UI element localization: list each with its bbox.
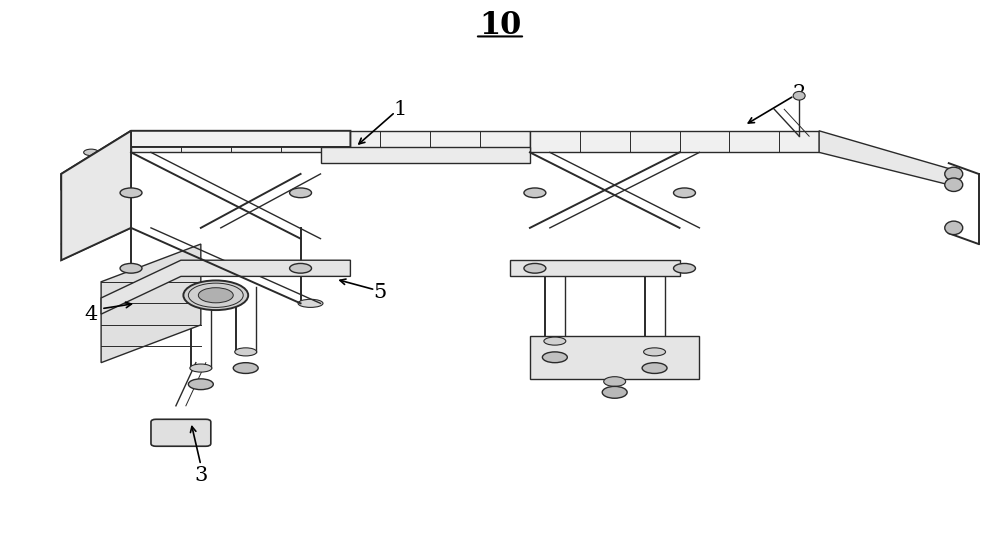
Ellipse shape bbox=[524, 188, 546, 198]
Ellipse shape bbox=[298, 299, 323, 307]
Text: 2: 2 bbox=[793, 83, 806, 102]
Text: 3: 3 bbox=[194, 467, 208, 486]
Ellipse shape bbox=[674, 188, 695, 198]
Ellipse shape bbox=[120, 263, 142, 273]
Ellipse shape bbox=[945, 178, 963, 191]
Ellipse shape bbox=[604, 377, 626, 386]
Polygon shape bbox=[320, 147, 530, 163]
Ellipse shape bbox=[602, 386, 627, 398]
Ellipse shape bbox=[793, 92, 805, 100]
Polygon shape bbox=[530, 131, 819, 152]
Ellipse shape bbox=[233, 363, 258, 373]
Polygon shape bbox=[61, 131, 350, 190]
Polygon shape bbox=[131, 131, 530, 152]
Text: 10: 10 bbox=[479, 10, 521, 41]
Polygon shape bbox=[101, 260, 350, 314]
Ellipse shape bbox=[524, 263, 546, 273]
Ellipse shape bbox=[84, 176, 99, 183]
FancyBboxPatch shape bbox=[151, 420, 211, 446]
Ellipse shape bbox=[84, 203, 99, 210]
Ellipse shape bbox=[945, 221, 963, 235]
Polygon shape bbox=[819, 131, 949, 185]
Ellipse shape bbox=[945, 167, 963, 180]
Polygon shape bbox=[61, 131, 131, 260]
Text: 1: 1 bbox=[394, 100, 407, 119]
Ellipse shape bbox=[198, 288, 233, 303]
Ellipse shape bbox=[84, 149, 99, 156]
Text: 5: 5 bbox=[374, 283, 387, 302]
Polygon shape bbox=[530, 335, 699, 379]
Ellipse shape bbox=[188, 379, 213, 390]
Ellipse shape bbox=[644, 348, 666, 356]
Ellipse shape bbox=[190, 364, 212, 372]
Polygon shape bbox=[510, 260, 680, 276]
Ellipse shape bbox=[544, 337, 566, 345]
Ellipse shape bbox=[129, 299, 153, 307]
Text: 4: 4 bbox=[85, 305, 98, 324]
Ellipse shape bbox=[642, 363, 667, 373]
Ellipse shape bbox=[235, 348, 257, 356]
Ellipse shape bbox=[183, 280, 248, 310]
Ellipse shape bbox=[290, 188, 312, 198]
Ellipse shape bbox=[674, 263, 695, 273]
Ellipse shape bbox=[120, 188, 142, 198]
Ellipse shape bbox=[542, 352, 567, 363]
Ellipse shape bbox=[290, 263, 312, 273]
Polygon shape bbox=[101, 244, 201, 363]
